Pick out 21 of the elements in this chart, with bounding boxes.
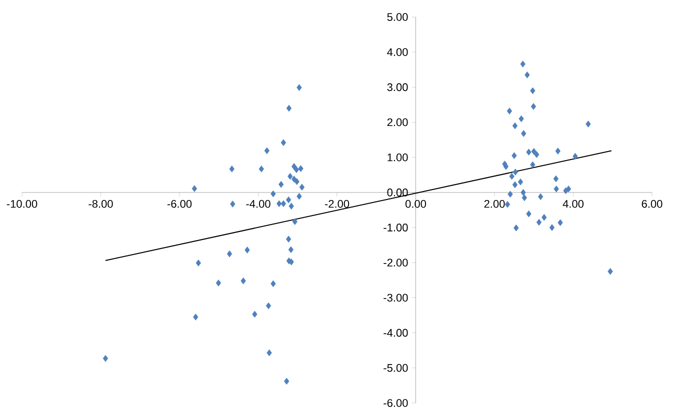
x-tick-label: 2.00 xyxy=(484,200,505,208)
y-tick-label: 0.00 xyxy=(387,188,408,196)
y-tick-label: -1.00 xyxy=(384,224,408,232)
y-tick-label: -6.00 xyxy=(384,399,408,407)
x-tick-label: -2.00 xyxy=(324,200,350,208)
y-tick-label: -2.00 xyxy=(384,258,408,267)
y-tick-label: 5.00 xyxy=(387,13,408,21)
x-tick-label: -10.00 xyxy=(6,200,38,208)
y-tick-label: -4.00 xyxy=(384,328,408,337)
x-tick-label: 0.00 xyxy=(405,200,426,208)
x-tick-label: -4.00 xyxy=(246,200,270,208)
x-tick-label: -8.00 xyxy=(88,200,113,208)
y-tick-label: 1.00 xyxy=(388,153,408,162)
y-tick-label: 2.00 xyxy=(387,118,408,126)
y-tick-label: 4.00 xyxy=(387,48,408,56)
y-tick-label: -5.00 xyxy=(384,364,408,372)
x-tick-label: -6.00 xyxy=(167,200,192,208)
y-tick-label: 3.00 xyxy=(387,83,408,92)
x-tick-label: 4.00 xyxy=(562,200,584,208)
x-tick-label: 6.00 xyxy=(642,200,662,208)
y-tick-label: -3.00 xyxy=(384,294,408,302)
